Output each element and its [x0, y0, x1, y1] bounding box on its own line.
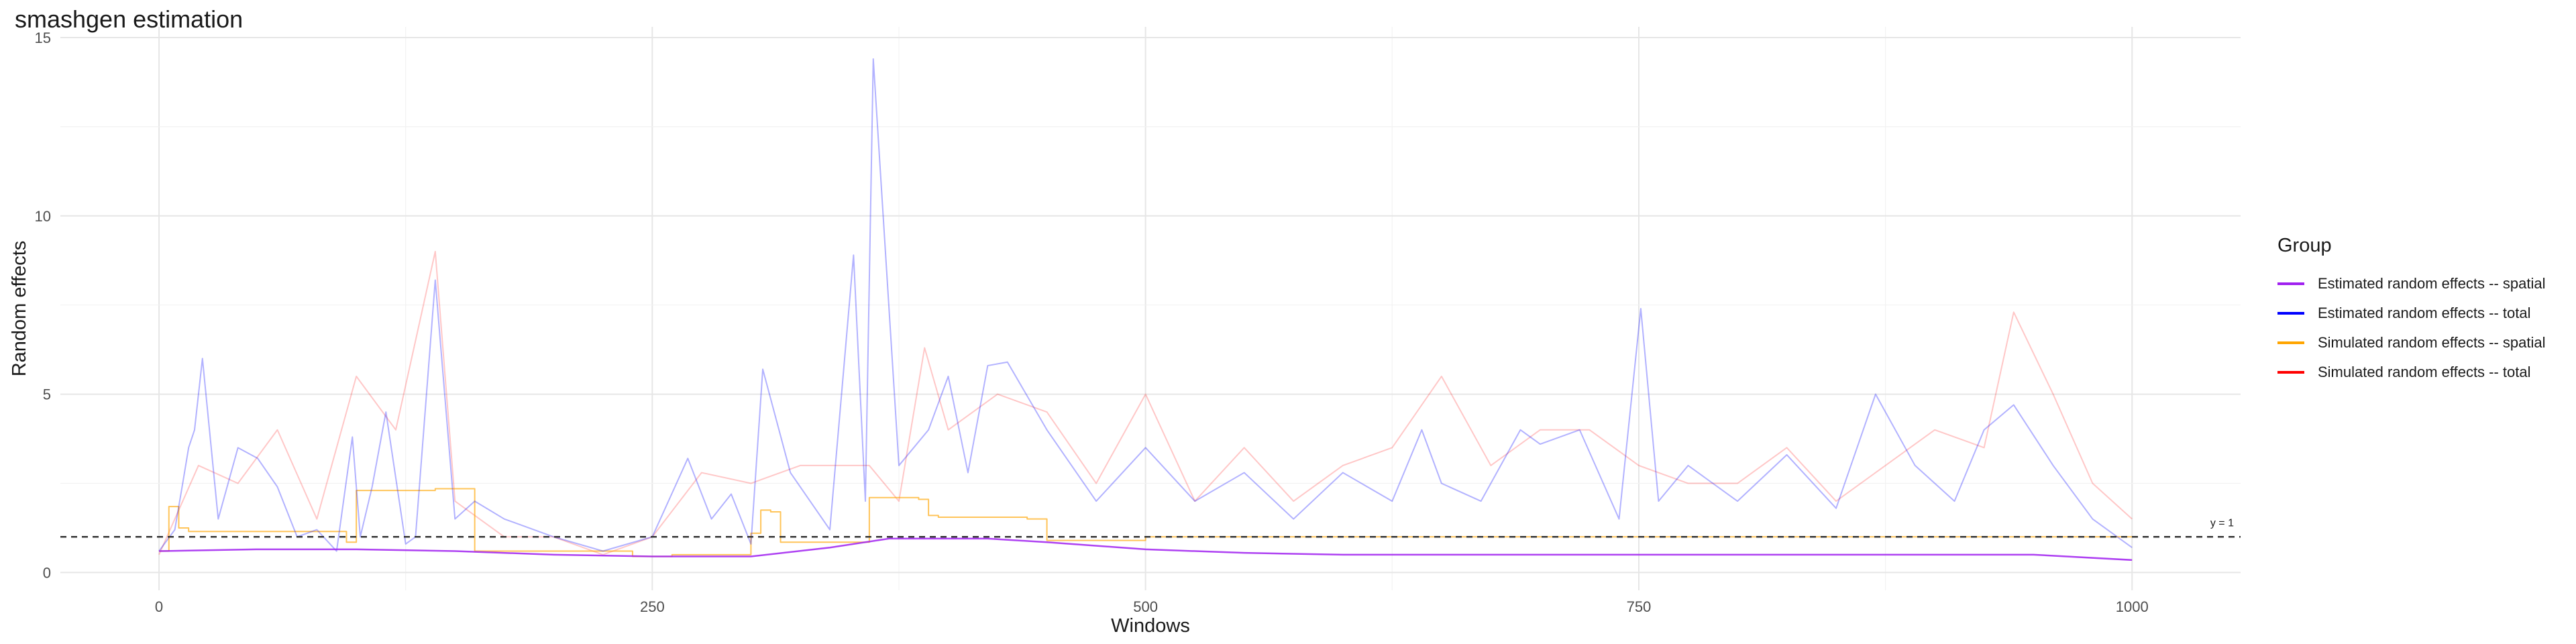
series-line: [159, 537, 2133, 561]
legend-label: Estimated random effects -- total: [2318, 305, 2531, 321]
legend-key-line: [2277, 371, 2304, 374]
legend-item: Estimated random effects -- spatial: [2277, 269, 2546, 299]
x-tick-label: 0: [155, 598, 163, 615]
legend-key-line: [2277, 282, 2304, 285]
y-tick-label: 10: [35, 208, 51, 225]
legend-item: Simulated random effects -- total: [2277, 358, 2546, 387]
legend-title: Group: [2277, 235, 2332, 256]
x-axis-title: Windows: [1111, 615, 1190, 637]
legend-label: Simulated random effects -- spatial: [2318, 334, 2546, 351]
chart-title: smashgen estimation: [15, 5, 244, 33]
series-line: [159, 488, 2133, 557]
x-tick-label: 750: [1627, 598, 1652, 615]
legend-item: Estimated random effects -- total: [2277, 299, 2546, 328]
series-line: [158, 58, 2133, 552]
grid: [60, 27, 2241, 590]
legend-key-line: [2277, 312, 2304, 315]
reference-line-label: y = 1: [2210, 517, 2234, 529]
series-layer: [158, 58, 2133, 561]
reference-layer: y = 1: [60, 517, 2241, 538]
y-tick-label: 0: [43, 564, 51, 581]
x-tick-label: 250: [640, 598, 665, 615]
x-tick-label: 1000: [2116, 598, 2149, 615]
legend-label: Estimated random effects -- spatial: [2318, 275, 2546, 292]
y-axis-title: Random effects: [9, 241, 30, 377]
y-tick-label: 5: [43, 386, 51, 403]
x-tick-label: 500: [1133, 598, 1158, 615]
legend-key-line: [2277, 341, 2304, 344]
tick-labels: 0 250 500 750 1000 0 5 10 15: [35, 30, 2149, 615]
series-line: [158, 250, 2133, 555]
legend-item: Simulated random effects -- spatial: [2277, 328, 2546, 358]
plot-area: y = 1 0 250 500 750 1000 0 5 10 15 Windows Rando…: [9, 27, 2241, 637]
legend-label: Simulated random effects -- total: [2318, 364, 2531, 380]
y-tick-label: 15: [35, 30, 51, 46]
legend: Group Estimated random effects -- spatia…: [2277, 235, 2546, 387]
